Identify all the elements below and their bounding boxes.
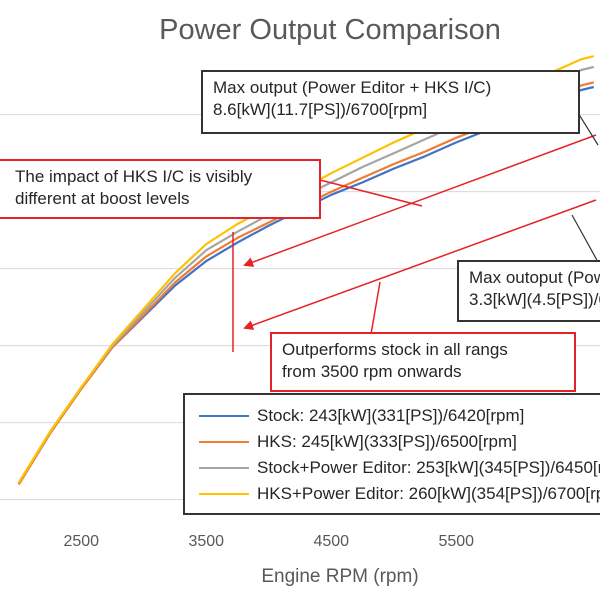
chart-title: Power Output Comparison [159, 14, 501, 46]
annotation-max-outoput: Max outoput (Power Editor) 3.3[kW](4.5[P… [457, 260, 600, 322]
legend-swatch-hks [199, 441, 249, 443]
x-tick-label: 3500 [188, 533, 224, 550]
x-tick-label: 2500 [63, 533, 99, 550]
legend-label: HKS+Power Editor: 260[kW](354[PS])/6700[… [257, 484, 600, 503]
annotation-line: different at boost levels [15, 189, 190, 208]
x-tick-labels: 2500 3500 4500 5500 [63, 533, 474, 550]
legend-item: HKS: 245[kW](333[PS])/6500[rpm] [199, 429, 600, 455]
x-tick-label: 4500 [313, 533, 349, 550]
annotation-line: Outperforms stock in all rangs [282, 340, 508, 359]
legend-swatch-stock-power-editor [199, 467, 249, 469]
lower-band-arrow [243, 199, 597, 330]
annotation-impact: The impact of HKS I/C is visibly differe… [0, 159, 321, 219]
annotation-line: 8.6[kW](11.7[PS])/6700[rpm] [213, 100, 428, 119]
annotation-line: Max outoput (Power Editor) [469, 268, 600, 287]
legend-swatch-stock [199, 415, 249, 417]
annotation-line: Max output (Power Editor + HKS I/C) [213, 78, 492, 97]
x-axis-label: Engine RPM (rpm) [261, 566, 419, 587]
outperforms-connector [369, 281, 381, 341]
legend-label: HKS: 245[kW](333[PS])/6500[rpm] [257, 432, 517, 451]
legend-label: Stock: 243[kW](331[PS])/6420[rpm] [257, 406, 525, 425]
annotation-line: 3.3[kW](4.5[PS])/6450[rpm] [469, 290, 600, 309]
legend-label: Stock+Power Editor: 253[kW](345[PS])/645… [257, 458, 600, 477]
upper-band-arrow [243, 134, 597, 267]
legend-item: Stock: 243[kW](331[PS])/6420[rpm] [199, 403, 600, 429]
legend-item: Stock+Power Editor: 253[kW](345[PS])/645… [199, 455, 600, 481]
x-tick-label: 5500 [438, 533, 474, 550]
callout-connector [319, 179, 423, 207]
annotation-line: The impact of HKS I/C is visibly [15, 167, 253, 186]
legend-item: HKS+Power Editor: 260[kW](354[PS])/6700[… [199, 481, 600, 507]
legend-swatch-hks-power-editor [199, 493, 249, 495]
max-outoput-leader [571, 214, 599, 263]
annotation-line: from 3500 rpm onwards [282, 362, 462, 381]
annotation-max-output: Max output (Power Editor + HKS I/C) 8.6[… [201, 70, 580, 134]
legend: Stock: 243[kW](331[PS])/6420[rpm] HKS: 2… [183, 393, 600, 515]
annotation-outperforms: Outperforms stock in all rangs from 3500… [270, 332, 576, 392]
